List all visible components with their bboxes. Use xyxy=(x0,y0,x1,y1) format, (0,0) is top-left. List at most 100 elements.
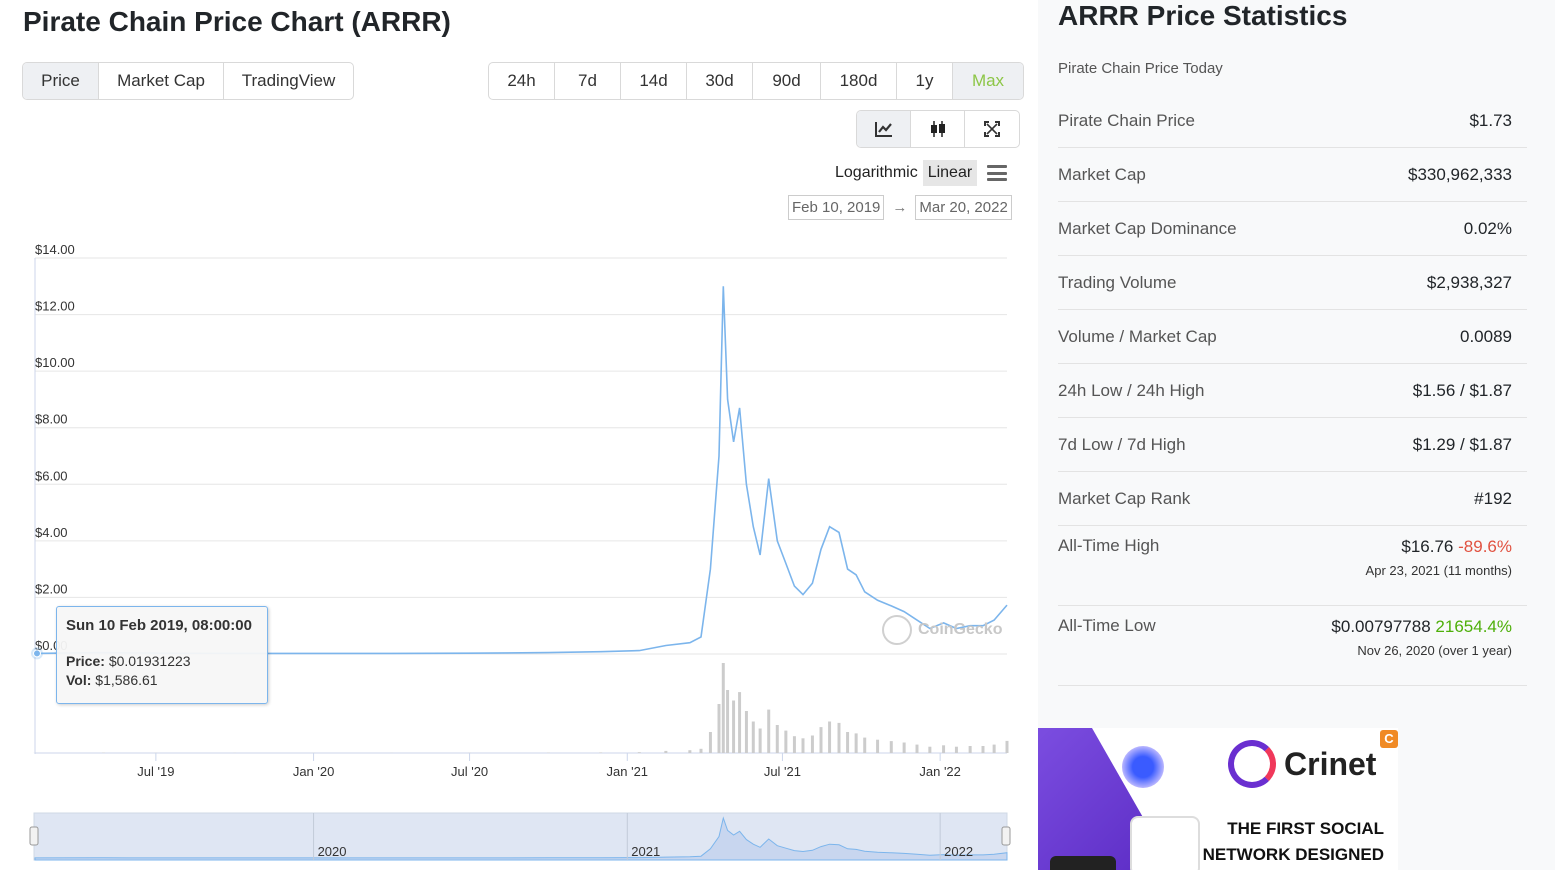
price-chart[interactable]: $0.00$2.00$4.00$6.00$8.00$10.00$12.00$14… xyxy=(0,230,1030,870)
stats-table: Pirate Chain Price $1.73 Market Cap $330,9… xyxy=(1058,94,1527,686)
candlestick-button[interactable] xyxy=(911,111,965,147)
y-tick-label: $6.00 xyxy=(35,468,68,483)
range-14d-button[interactable]: 14d xyxy=(621,63,687,99)
atl-date: Nov 26, 2020 (over 1 year) xyxy=(1357,643,1512,658)
volume-bar xyxy=(792,736,796,753)
range-max-button[interactable]: Max xyxy=(953,63,1023,99)
ad-phone-image xyxy=(1130,816,1200,870)
navigator-left-handle xyxy=(29,826,39,846)
x-tick-label: Jan '20 xyxy=(293,764,335,779)
range-24h-button[interactable]: 24h xyxy=(489,63,555,99)
volume-bar xyxy=(846,732,850,753)
volume-bar xyxy=(738,692,742,753)
volume-bar xyxy=(688,750,692,753)
volume-bar xyxy=(744,711,748,753)
volume-bar xyxy=(968,746,972,753)
fullscreen-icon xyxy=(984,121,1000,137)
price-line xyxy=(34,286,1008,655)
volume-bar xyxy=(664,750,668,753)
logarithmic-option[interactable]: Logarithmic xyxy=(835,164,918,181)
stat-row: Market Cap $330,962,333 xyxy=(1058,148,1527,202)
all-time-high-row: All-Time High $16.76 -89.6% Apr 23, 2021… xyxy=(1058,526,1527,606)
volume-bar xyxy=(599,752,603,753)
tab-price[interactable]: Price xyxy=(23,63,99,99)
volume-bar xyxy=(699,748,703,753)
x-tick-label: Jul '19 xyxy=(137,764,174,779)
x-tick-label: Jan '22 xyxy=(919,764,961,779)
hover-point xyxy=(33,649,41,658)
tooltip-price-label: Price: xyxy=(66,653,105,669)
volume-bar xyxy=(915,744,919,753)
advertisement-banner[interactable]: Crinet C THE FIRST SOCIAL NETWORK DESIGN… xyxy=(1038,728,1398,870)
chart-title: Pirate Chain Price Chart (ARRR) xyxy=(23,6,451,37)
volume-bar xyxy=(902,742,906,753)
volume-bar xyxy=(726,690,730,753)
chart-tooltip: Sun 10 Feb 2019, 08:00:00 Price: $0.0193… xyxy=(56,606,268,704)
atl-value: $0.00797788 xyxy=(1331,617,1431,636)
stat-row: Market Cap Dominance 0.02% xyxy=(1058,202,1527,256)
range-1y-button[interactable]: 1y xyxy=(897,63,953,99)
stat-row: Pirate Chain Price $1.73 xyxy=(1058,94,1527,148)
volume-bar xyxy=(708,732,712,753)
stats-subtitle: Pirate Chain Price Today xyxy=(1058,60,1223,77)
tab-market-cap[interactable]: Market Cap xyxy=(99,63,224,99)
y-tick-label: $4.00 xyxy=(35,525,68,540)
volume-bar xyxy=(784,730,788,753)
volume-bar xyxy=(942,745,946,753)
range-30d-button[interactable]: 30d xyxy=(687,63,753,99)
ad-choices-icon[interactable]: C xyxy=(1380,730,1398,748)
x-tick-label: Jul '21 xyxy=(764,764,801,779)
volume-bar xyxy=(717,704,721,753)
volume-bar xyxy=(981,746,985,753)
atl-change: 21654.4% xyxy=(1435,617,1512,636)
volume-bar xyxy=(810,735,814,753)
scale-toggle: Logarithmic Linear xyxy=(830,160,1008,186)
volume-bar xyxy=(889,741,893,753)
line-chart-icon xyxy=(874,122,892,137)
ath-value: $16.76 xyxy=(1401,537,1454,556)
navigator-label: 2021 xyxy=(631,844,660,859)
arrow-right-icon: → xyxy=(892,199,908,216)
stats-panel: ARRR Price Statistics Pirate Chain Price… xyxy=(1038,0,1555,870)
navigator-label: 2020 xyxy=(318,844,347,859)
ad-tagline: THE FIRST SOCIAL NETWORK DESIGNED xyxy=(1202,819,1384,864)
x-tick-label: Jan '21 xyxy=(607,764,649,779)
date-from-input[interactable]: Feb 10, 2019 xyxy=(788,195,885,220)
tooltip-vol-label: Vol: xyxy=(66,672,92,688)
range-180d-button[interactable]: 180d xyxy=(821,63,897,99)
all-time-low-row: All-Time Low $0.00797788 21654.4% Nov 26… xyxy=(1058,606,1527,686)
volume-bar xyxy=(954,746,958,753)
hamburger-menu-icon[interactable] xyxy=(987,165,1008,181)
coingecko-watermark: CoinGecko xyxy=(882,615,1002,645)
volume-bar xyxy=(1005,740,1009,753)
crinet-logo-icon xyxy=(1228,740,1276,788)
volume-bar xyxy=(767,709,771,753)
navigator-series xyxy=(34,816,1008,861)
line-chart-button[interactable] xyxy=(857,111,911,147)
linear-option[interactable]: Linear xyxy=(922,160,978,186)
ath-change: -89.6% xyxy=(1458,537,1512,556)
volume-bar xyxy=(758,728,762,753)
stat-row: Volume / Market Cap 0.0089 xyxy=(1058,310,1527,364)
candlestick-icon xyxy=(930,121,945,137)
volume-bar xyxy=(775,725,779,753)
ad-brand: Crinet xyxy=(1284,745,1377,782)
range-90d-button[interactable]: 90d xyxy=(753,63,821,99)
navigator-label: 2022 xyxy=(944,844,973,859)
stat-row: Trading Volume $2,938,327 xyxy=(1058,256,1527,310)
volume-bar xyxy=(828,721,832,753)
y-tick-label: $8.00 xyxy=(35,412,68,427)
volume-bar xyxy=(854,733,858,753)
chart-tabs: Price Market Cap TradingView xyxy=(22,62,354,100)
volume-bar xyxy=(732,700,736,753)
chart-view-selector xyxy=(856,110,1020,148)
range-7d-button[interactable]: 7d xyxy=(555,63,621,99)
chart-panel: Pirate Chain Price Chart (ARRR) Price Ma… xyxy=(0,6,1030,870)
stats-title: ARRR Price Statistics xyxy=(1058,0,1348,31)
tab-tradingview[interactable]: TradingView xyxy=(241,71,336,90)
tooltip-price-value: $0.01931223 xyxy=(108,653,191,669)
fullscreen-button[interactable] xyxy=(965,111,1019,147)
x-tick-label: Jul '20 xyxy=(451,764,488,779)
date-to-input[interactable]: Mar 20, 2022 xyxy=(915,195,1012,220)
